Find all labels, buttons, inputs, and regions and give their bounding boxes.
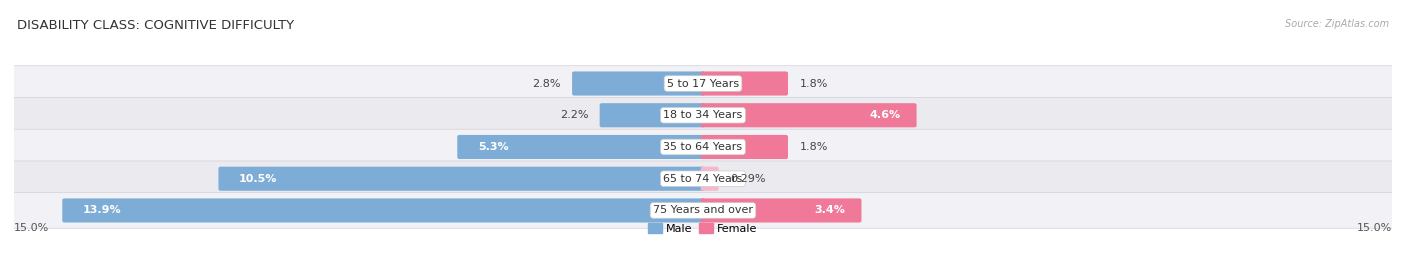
FancyBboxPatch shape: [7, 193, 1399, 228]
FancyBboxPatch shape: [218, 167, 706, 191]
Text: 2.8%: 2.8%: [531, 79, 561, 89]
FancyBboxPatch shape: [700, 135, 787, 159]
Text: 13.9%: 13.9%: [83, 205, 121, 215]
Legend: Male, Female: Male, Female: [644, 219, 762, 238]
Text: 5.3%: 5.3%: [478, 142, 509, 152]
Text: 18 to 34 Years: 18 to 34 Years: [664, 110, 742, 120]
Text: 0.29%: 0.29%: [730, 174, 766, 184]
FancyBboxPatch shape: [62, 198, 706, 222]
FancyBboxPatch shape: [599, 103, 706, 127]
FancyBboxPatch shape: [457, 135, 706, 159]
Text: 1.8%: 1.8%: [800, 79, 828, 89]
Text: 75 Years and over: 75 Years and over: [652, 205, 754, 215]
FancyBboxPatch shape: [7, 129, 1399, 165]
Text: 4.6%: 4.6%: [869, 110, 900, 120]
FancyBboxPatch shape: [700, 103, 917, 127]
FancyBboxPatch shape: [700, 72, 787, 96]
Text: 65 to 74 Years: 65 to 74 Years: [664, 174, 742, 184]
Text: 10.5%: 10.5%: [239, 174, 277, 184]
Text: 1.8%: 1.8%: [800, 142, 828, 152]
Text: 15.0%: 15.0%: [1357, 223, 1392, 233]
Text: 2.2%: 2.2%: [560, 110, 588, 120]
Text: DISABILITY CLASS: COGNITIVE DIFFICULTY: DISABILITY CLASS: COGNITIVE DIFFICULTY: [17, 19, 294, 32]
Text: 15.0%: 15.0%: [14, 223, 49, 233]
FancyBboxPatch shape: [572, 72, 706, 96]
FancyBboxPatch shape: [7, 66, 1399, 101]
FancyBboxPatch shape: [700, 198, 862, 222]
Text: 3.4%: 3.4%: [814, 205, 845, 215]
Text: 35 to 64 Years: 35 to 64 Years: [664, 142, 742, 152]
FancyBboxPatch shape: [7, 97, 1399, 133]
FancyBboxPatch shape: [700, 167, 718, 191]
Text: Source: ZipAtlas.com: Source: ZipAtlas.com: [1285, 19, 1389, 29]
Text: 5 to 17 Years: 5 to 17 Years: [666, 79, 740, 89]
FancyBboxPatch shape: [7, 161, 1399, 197]
